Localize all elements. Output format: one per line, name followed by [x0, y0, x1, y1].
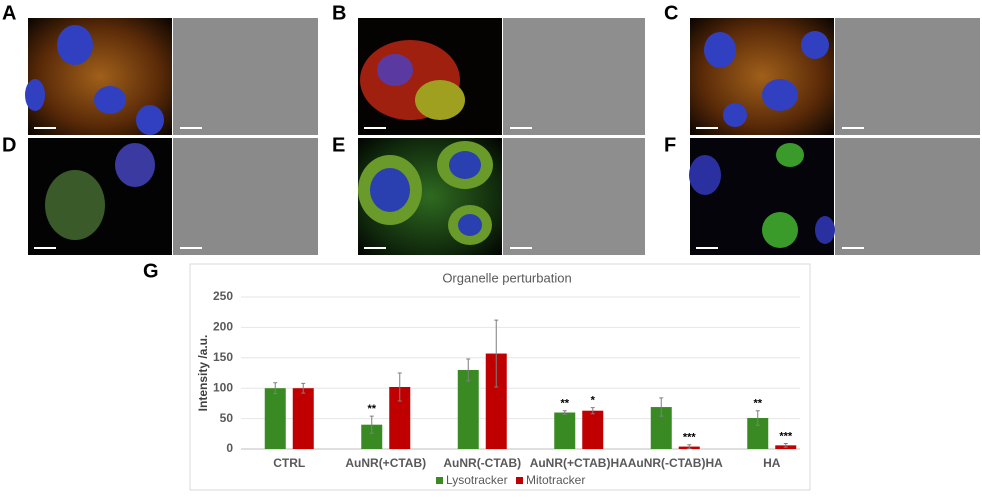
panel-label: C [664, 2, 678, 24]
significance: * [591, 395, 596, 407]
legend-label: Mitotracker [526, 473, 585, 487]
nucleus [377, 54, 413, 86]
nuclei [370, 151, 482, 236]
legend-swatch [436, 477, 443, 484]
nuclei [25, 25, 164, 135]
error-bar [562, 410, 567, 415]
y-axis-label: Intensity /a.u. [196, 335, 210, 412]
panel-label: E [332, 134, 345, 156]
error-bar [755, 410, 760, 426]
x-tick-label: HA [763, 456, 781, 470]
cell [415, 80, 465, 120]
micrograph [690, 138, 834, 255]
y-tick-label: 150 [213, 350, 233, 364]
significance: ** [753, 398, 762, 410]
panel-label: A [2, 2, 16, 24]
error-bar [494, 319, 499, 388]
significance: ** [560, 398, 569, 410]
y-tick-label: 0 [226, 441, 233, 455]
panel-label: D [2, 134, 16, 156]
y-tick-label: 50 [220, 411, 234, 425]
chart-title: Organelle perturbation [442, 270, 571, 285]
panel-label: G [143, 260, 159, 282]
nuclei [704, 31, 829, 127]
significance: *** [683, 432, 697, 444]
brightfield [173, 18, 318, 135]
error-bar [590, 407, 595, 415]
x-tick-label: AuNR(+CTAB) [345, 456, 426, 470]
brightfield [835, 138, 980, 255]
error-bar [397, 372, 402, 402]
significance: ** [367, 403, 376, 415]
bar [747, 417, 769, 449]
brightfield [503, 18, 645, 135]
error-bar [466, 358, 471, 382]
granules [762, 143, 804, 248]
bar [582, 410, 604, 449]
error-bar [301, 382, 306, 394]
legend-swatch [516, 477, 523, 484]
nucleus [115, 143, 155, 187]
bar [361, 424, 383, 449]
brightfield [503, 138, 645, 255]
bar [457, 369, 479, 449]
bar [292, 388, 314, 449]
brightfield [835, 18, 980, 135]
legend-label: Lysotracker [446, 473, 508, 487]
bar [650, 407, 672, 449]
bar [554, 412, 576, 449]
micrographs [25, 18, 980, 255]
cell [45, 170, 105, 240]
error-bar [369, 415, 374, 434]
panel-label: F [664, 134, 676, 156]
error-bar [687, 444, 692, 449]
bar [485, 353, 507, 449]
x-tick-label: AuNR(-CTAB) [443, 456, 521, 470]
nuclei [689, 155, 835, 244]
error-bar [273, 382, 278, 395]
y-tick-label: 250 [213, 289, 233, 303]
y-tick-label: 200 [213, 320, 233, 334]
scale-bars [34, 127, 864, 249]
x-tick-label: AuNR(+CTAB)HA [530, 456, 628, 470]
brightfield [173, 138, 318, 255]
bar [389, 386, 411, 449]
bar [264, 388, 286, 449]
panel-label: B [332, 2, 346, 24]
x-tick-label: CTRL [273, 456, 305, 470]
x-tick-label: AuNR(-CTAB)HA [628, 456, 723, 470]
error-bar [659, 397, 664, 417]
error-bar [783, 443, 788, 448]
significance: *** [779, 430, 793, 442]
y-tick-label: 100 [213, 380, 233, 394]
